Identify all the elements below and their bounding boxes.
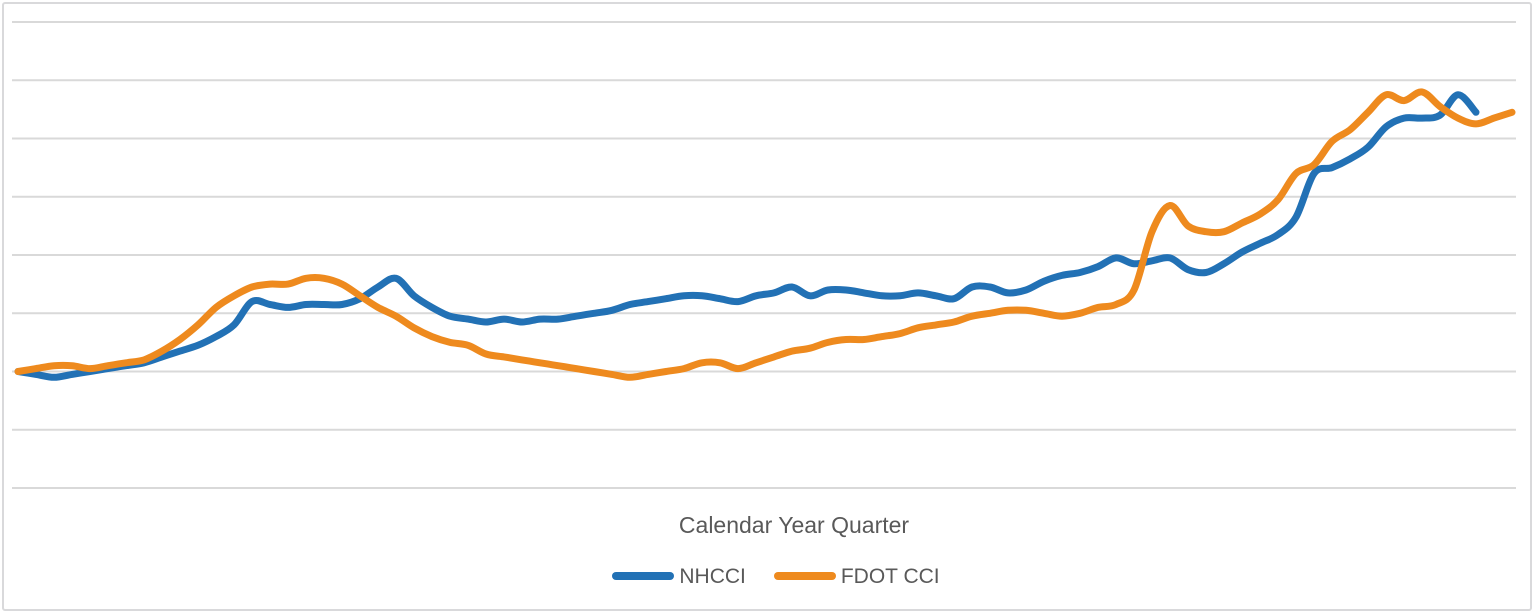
nhcci-line-swatch-icon xyxy=(612,572,675,580)
fdot-cci-line-swatch-icon xyxy=(773,572,836,580)
legend-label-fdot-cci: FDOT CCI xyxy=(840,564,940,588)
legend: NHCCI FDOT CCI xyxy=(15,561,1537,591)
legend-item-fdot-cci: FDOT CCI xyxy=(773,564,940,588)
series-line-fdot-cci xyxy=(14,88,1516,381)
legend-label-nhcci: NHCCI xyxy=(679,564,746,588)
legend-item-nhcci: NHCCI xyxy=(612,566,746,587)
series-line-nhcci xyxy=(14,91,1480,381)
x-axis-title: Calendar Year Quarter xyxy=(678,512,910,538)
